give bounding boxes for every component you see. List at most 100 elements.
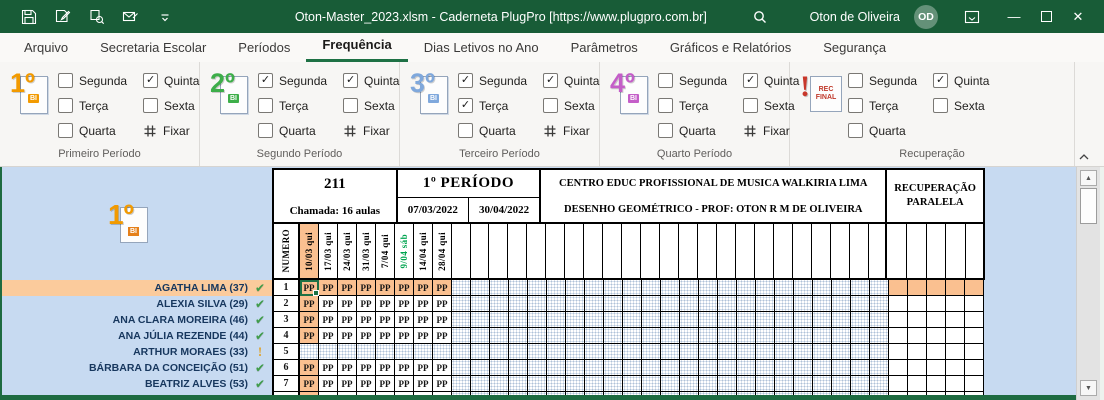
rec-cell[interactable] — [908, 360, 927, 376]
vertical-scrollbar[interactable]: ▲ ▼ — [1076, 167, 1100, 400]
mark-cell[interactable]: PP — [376, 360, 395, 376]
grid-cell[interactable] — [642, 296, 661, 312]
checkbox-quarta-terceiro-periodo[interactable]: Quarta — [458, 122, 527, 139]
mark-cell[interactable]: PP — [300, 296, 319, 312]
grid-cell[interactable] — [832, 360, 851, 376]
grid-cell[interactable] — [794, 296, 813, 312]
grid-cell[interactable] — [794, 312, 813, 328]
grid-cell[interactable] — [870, 376, 889, 392]
grid-cell[interactable] — [642, 312, 661, 328]
checkbox-quinta-segundo-periodo[interactable]: ✓ Quinta — [343, 72, 399, 89]
search-icon[interactable] — [752, 9, 768, 25]
grid-cell[interactable] — [604, 280, 623, 296]
grid-cell[interactable] — [452, 312, 471, 328]
grid-cell[interactable] — [528, 344, 547, 360]
grid-cell[interactable] — [661, 360, 680, 376]
grid-cell[interactable] — [756, 312, 775, 328]
checkbox-quinta-primeiro-periodo[interactable]: ✓ Quinta — [143, 72, 199, 89]
grid-cell[interactable] — [490, 344, 509, 360]
grid-cell[interactable] — [319, 344, 338, 360]
mark-cell[interactable]: PP — [376, 328, 395, 344]
grid-cell[interactable] — [756, 360, 775, 376]
mark-cell[interactable]: PP — [319, 376, 338, 392]
ribbon-tab-seguranca[interactable]: Segurança — [823, 40, 887, 55]
grid-cell[interactable] — [756, 328, 775, 344]
grid-cell[interactable] — [547, 344, 566, 360]
grid-cell[interactable] — [813, 312, 832, 328]
checkbox-terca-terceiro-periodo[interactable]: ✓ Terça — [458, 97, 527, 114]
mark-cell[interactable]: PP — [433, 328, 452, 344]
mark-cell[interactable]: PP — [338, 296, 357, 312]
checkbox-quinta-recuperacao[interactable]: ✓ Quinta — [933, 72, 989, 89]
grid-cell[interactable] — [490, 280, 509, 296]
rec-cell[interactable] — [908, 344, 927, 360]
grid-cell[interactable] — [699, 360, 718, 376]
rec-cell[interactable] — [946, 312, 965, 328]
mark-cell[interactable]: PP — [433, 360, 452, 376]
rec-cell[interactable] — [908, 328, 927, 344]
grid-cell[interactable] — [680, 376, 699, 392]
grid-cell[interactable] — [794, 344, 813, 360]
grid-cell[interactable] — [813, 344, 832, 360]
checkbox-quarta-quarto-periodo[interactable]: Quarta — [658, 122, 727, 139]
grid-cell[interactable] — [490, 360, 509, 376]
grid-cell[interactable] — [775, 312, 794, 328]
grid-cell[interactable] — [623, 296, 642, 312]
grid-cell[interactable] — [794, 328, 813, 344]
fixar-button-quarto-periodo[interactable]: Fixar — [743, 122, 799, 139]
grid-cell[interactable] — [566, 328, 585, 344]
grid-cell[interactable] — [661, 280, 680, 296]
mark-cell[interactable]: PP — [376, 296, 395, 312]
mark-cell[interactable]: PP — [300, 376, 319, 392]
grid-cell[interactable] — [509, 280, 528, 296]
grid-cell[interactable] — [452, 296, 471, 312]
ribbon-tab-periodos[interactable]: Períodos — [238, 40, 291, 55]
checkbox-sexta-recuperacao[interactable]: Sexta — [933, 97, 989, 114]
grid-cell[interactable] — [661, 296, 680, 312]
grid-cell[interactable] — [699, 344, 718, 360]
grid-cell[interactable] — [718, 328, 737, 344]
grid-cell[interactable] — [680, 328, 699, 344]
grid-cell[interactable] — [680, 280, 699, 296]
grid-cell[interactable] — [851, 360, 870, 376]
student-row[interactable]: BEATRIZ ALVES (53) ✔ — [0, 376, 272, 392]
rec-cell[interactable] — [927, 312, 946, 328]
grid-cell[interactable] — [604, 328, 623, 344]
grid-cell[interactable] — [623, 312, 642, 328]
mark-cell[interactable]: PP — [395, 376, 414, 392]
mark-cell[interactable]: PP — [395, 312, 414, 328]
checkbox-terca-quarto-periodo[interactable]: Terça — [658, 97, 727, 114]
grid-cell[interactable] — [547, 280, 566, 296]
grid-cell[interactable] — [623, 328, 642, 344]
rec-cell[interactable] — [908, 296, 927, 312]
grid-cell[interactable] — [300, 344, 319, 360]
mark-cell[interactable]: PP — [300, 312, 319, 328]
grid-cell[interactable] — [680, 344, 699, 360]
grid-cell[interactable] — [509, 328, 528, 344]
mark-cell[interactable]: PP — [357, 328, 376, 344]
grid-cell[interactable] — [775, 328, 794, 344]
grid-cell[interactable] — [547, 360, 566, 376]
grid-cell[interactable] — [737, 376, 756, 392]
mark-cell[interactable]: PP — [319, 312, 338, 328]
grid-cell[interactable] — [718, 280, 737, 296]
grid-cell[interactable] — [870, 344, 889, 360]
rec-cell[interactable] — [927, 280, 946, 296]
row-number-cell[interactable]: 6 — [274, 360, 300, 376]
save-as-icon[interactable] — [54, 8, 71, 25]
rec-cell[interactable] — [965, 312, 984, 328]
grid-cell[interactable] — [737, 296, 756, 312]
grid-cell[interactable] — [376, 344, 395, 360]
mark-cell[interactable]: PP — [414, 360, 433, 376]
grid-cell[interactable] — [585, 296, 604, 312]
grid-cell[interactable] — [718, 312, 737, 328]
row-number-cell[interactable]: 1 — [274, 280, 300, 296]
grid-cell[interactable] — [718, 296, 737, 312]
grid-cell[interactable] — [509, 344, 528, 360]
checkbox-terca-segundo-periodo[interactable]: Terça — [258, 97, 327, 114]
avatar[interactable]: OD — [914, 4, 938, 29]
row-number-cell[interactable]: 7 — [274, 376, 300, 392]
grid-cell[interactable] — [775, 376, 794, 392]
mark-cell[interactable]: PP — [433, 280, 452, 296]
grid-cell[interactable] — [718, 344, 737, 360]
